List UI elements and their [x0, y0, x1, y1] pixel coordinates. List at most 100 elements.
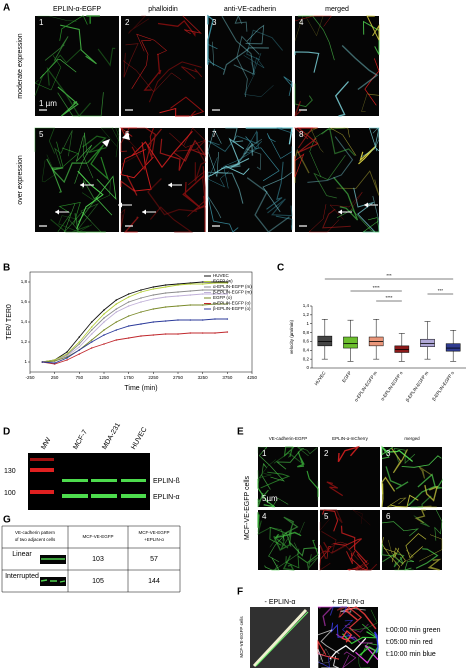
- side-label: MCF-VE-EGFP cells: [239, 616, 244, 658]
- fiber: [391, 547, 406, 567]
- data-point: [177, 305, 179, 307]
- fiber: [330, 127, 357, 156]
- data-point: [103, 313, 105, 315]
- mw-band: [30, 458, 54, 461]
- data-point: [103, 321, 105, 323]
- x-tick-label: EGFP: [341, 370, 352, 383]
- micrograph: [208, 128, 292, 232]
- data-point: [66, 351, 68, 353]
- panel-letter: B: [3, 263, 10, 274]
- fiber: [266, 161, 284, 210]
- legend-label: β-EPLIN-EGFP (m): [213, 290, 252, 295]
- fiber: [381, 445, 393, 459]
- data-point: [177, 295, 179, 297]
- data-point: [78, 343, 81, 345]
- x-axis-label: Time (min): [124, 385, 157, 392]
- fiber: [74, 135, 93, 184]
- fiber: [207, 165, 250, 177]
- fiber: [410, 495, 432, 508]
- fiber: [283, 76, 293, 96]
- data-point: [127, 301, 130, 303]
- image-number: 2: [125, 18, 130, 27]
- fiber: [381, 446, 414, 463]
- fiber: [283, 446, 295, 458]
- fiber: [208, 157, 229, 188]
- fiber: [34, 48, 82, 96]
- y-tick-label: 0,6: [303, 339, 310, 344]
- data-point: [189, 304, 192, 306]
- micrograph: [208, 16, 292, 116]
- fiber: [427, 558, 442, 571]
- data-point: [127, 293, 130, 295]
- fiber: [54, 130, 73, 168]
- fiber: [245, 127, 293, 145]
- fiber: [401, 455, 442, 468]
- fiber: [39, 58, 77, 79]
- x-tick-label: 2750: [173, 375, 184, 380]
- data-point: [140, 301, 142, 303]
- y-tick-label: 1,2: [21, 339, 28, 344]
- fiber: [275, 448, 304, 470]
- fiber: [221, 16, 255, 76]
- fiber: [76, 170, 104, 230]
- data-point: [189, 283, 192, 285]
- data-point: [78, 353, 81, 355]
- fiber: [257, 489, 269, 508]
- x-tick-label: 4250: [247, 375, 258, 380]
- data-point: [152, 286, 155, 288]
- fiber: [415, 548, 439, 569]
- fiber: [34, 55, 62, 91]
- fiber: [368, 127, 380, 152]
- data-point: [189, 290, 192, 292]
- fiber: [385, 466, 409, 490]
- data-point: [78, 349, 81, 351]
- fiber: [246, 29, 283, 61]
- fiber: [313, 154, 346, 199]
- data-point: [201, 319, 204, 321]
- arrowhead: [364, 202, 368, 208]
- data-point: [226, 331, 229, 333]
- data-point: [177, 319, 179, 321]
- fiber: [404, 559, 415, 571]
- fiber: [308, 204, 340, 233]
- data-point: [140, 311, 142, 313]
- fiber: [414, 509, 426, 524]
- micrograph: [295, 16, 379, 116]
- fiber: [207, 128, 222, 177]
- image-number: 1: [262, 449, 267, 458]
- fiber: [120, 208, 126, 232]
- fiber: [346, 550, 356, 565]
- fiber: [267, 198, 293, 217]
- fiber: [56, 141, 79, 168]
- data-point: [103, 309, 105, 311]
- legend-label: t:05:00 min red: [386, 639, 433, 646]
- data-point: [189, 332, 192, 334]
- panel-letter: G: [3, 515, 11, 526]
- y-axis-label: velocity (µm/min): [289, 319, 294, 354]
- fiber: [236, 35, 260, 98]
- fiber: [264, 557, 280, 571]
- column-header: EPLIN-α-EGFP: [53, 6, 101, 13]
- fiber: [341, 45, 379, 91]
- fiber: [407, 473, 436, 507]
- mw-band: [30, 490, 54, 494]
- table-header: VE-cadherin pattern of two adjacent cells: [15, 530, 56, 542]
- data-point: [201, 281, 204, 283]
- x-tick-label: 750: [76, 375, 84, 380]
- fiber: [245, 136, 280, 182]
- x-tick-label: 3750: [222, 375, 233, 380]
- fiber: [51, 167, 64, 193]
- fiber: [333, 176, 359, 221]
- fiber: [34, 127, 56, 154]
- data-point: [127, 305, 130, 307]
- panel-letter: F: [237, 587, 243, 598]
- x-tick-label: 3250: [198, 375, 209, 380]
- data-point: [115, 299, 118, 301]
- fiber: [203, 195, 206, 232]
- fiber: [329, 191, 363, 220]
- y-tick-label: 0: [306, 365, 309, 370]
- data-point: [189, 294, 192, 296]
- data-point: [78, 346, 81, 348]
- fiber: [340, 525, 368, 564]
- data-point: [140, 291, 142, 293]
